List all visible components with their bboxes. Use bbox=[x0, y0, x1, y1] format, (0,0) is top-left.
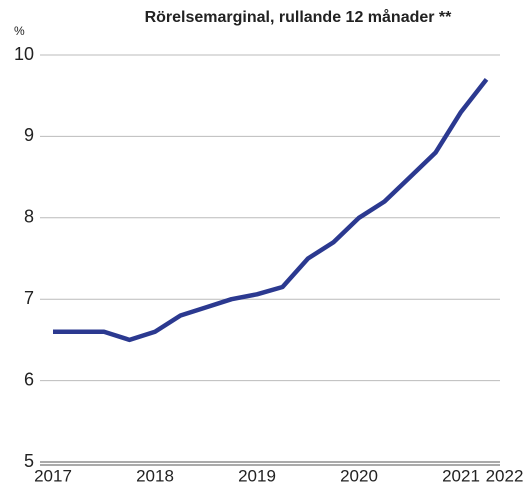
y-tick-label: 5 bbox=[24, 451, 34, 471]
y-tick-label: 6 bbox=[24, 369, 34, 389]
x-tick-label: 2021 bbox=[442, 466, 480, 485]
x-tick-label: 2020 bbox=[340, 466, 378, 485]
y-tick-label: 8 bbox=[24, 207, 34, 227]
y-tick-label: 9 bbox=[24, 125, 34, 145]
y-tick-label: 10 bbox=[14, 44, 34, 64]
chart-title: Rörelsemarginal, rullande 12 månader ** bbox=[145, 8, 453, 26]
x-tick-label: 2022 bbox=[486, 466, 524, 485]
y-tick-label: 7 bbox=[24, 288, 34, 308]
y-axis-label: % bbox=[14, 24, 25, 38]
x-tick-label: 2019 bbox=[238, 466, 276, 485]
x-tick-label: 2017 bbox=[34, 466, 72, 485]
x-tick-label: 2018 bbox=[136, 466, 174, 485]
line-series bbox=[53, 78, 489, 343]
